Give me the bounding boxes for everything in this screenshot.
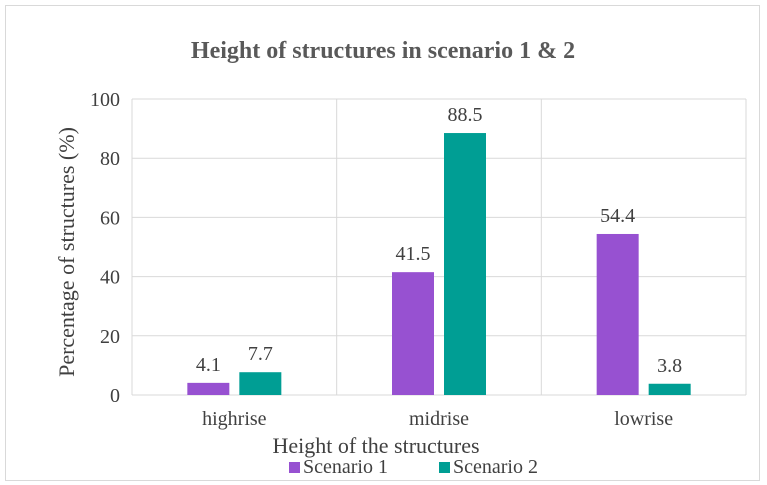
bar-lowrise-series-1 bbox=[596, 233, 639, 395]
y-tick-label: 20 bbox=[100, 326, 120, 348]
bars bbox=[187, 133, 691, 395]
data-label: 7.7 bbox=[248, 343, 273, 365]
bar-midrise-series-2 bbox=[444, 133, 486, 395]
gridlines bbox=[131, 98, 747, 396]
legend-swatch-series-1 bbox=[289, 462, 300, 473]
legend-label-series-2: Scenario 2 bbox=[453, 456, 538, 478]
data-label: 54.4 bbox=[600, 205, 635, 227]
y-tick-label: 100 bbox=[90, 89, 120, 111]
y-tick-label: 0 bbox=[110, 385, 120, 407]
legend: Scenario 1 Scenario 2 bbox=[289, 456, 538, 478]
bar-chart: Height of structures in scenario 1 & 2 P… bbox=[54, 38, 747, 478]
x-tick-label: midrise bbox=[409, 408, 469, 430]
data-label: 41.5 bbox=[396, 243, 431, 265]
bar-midrise-series-1 bbox=[392, 272, 434, 395]
axis-ticks: 0 20 40 60 80 100 highrise midrise lowrise bbox=[90, 89, 673, 430]
data-label: 88.5 bbox=[448, 104, 483, 126]
data-labels: 4.1 7.7 41.5 88.5 54.4 3.8 bbox=[196, 104, 682, 377]
data-label: 3.8 bbox=[657, 355, 682, 377]
x-axis-label: Height of the structures bbox=[272, 433, 479, 458]
y-tick-label: 40 bbox=[100, 267, 120, 289]
bar-highrise-series-2 bbox=[239, 372, 282, 395]
y-tick-label: 60 bbox=[100, 207, 120, 229]
x-tick-label: highrise bbox=[202, 408, 267, 430]
chart-title: Height of structures in scenario 1 & 2 bbox=[191, 38, 575, 64]
y-tick-label: 80 bbox=[100, 148, 120, 170]
legend-swatch-series-2 bbox=[439, 462, 450, 473]
chart-frame: Height of structures in scenario 1 & 2 P… bbox=[5, 5, 760, 481]
data-label: 4.1 bbox=[196, 354, 221, 376]
legend-label-series-1: Scenario 1 bbox=[303, 456, 388, 478]
y-axis-label: Percentage of structures (%) bbox=[54, 127, 79, 377]
x-tick-label: lowrise bbox=[614, 408, 673, 430]
bar-lowrise-series-2 bbox=[648, 383, 691, 395]
bar-highrise-series-1 bbox=[187, 382, 230, 395]
